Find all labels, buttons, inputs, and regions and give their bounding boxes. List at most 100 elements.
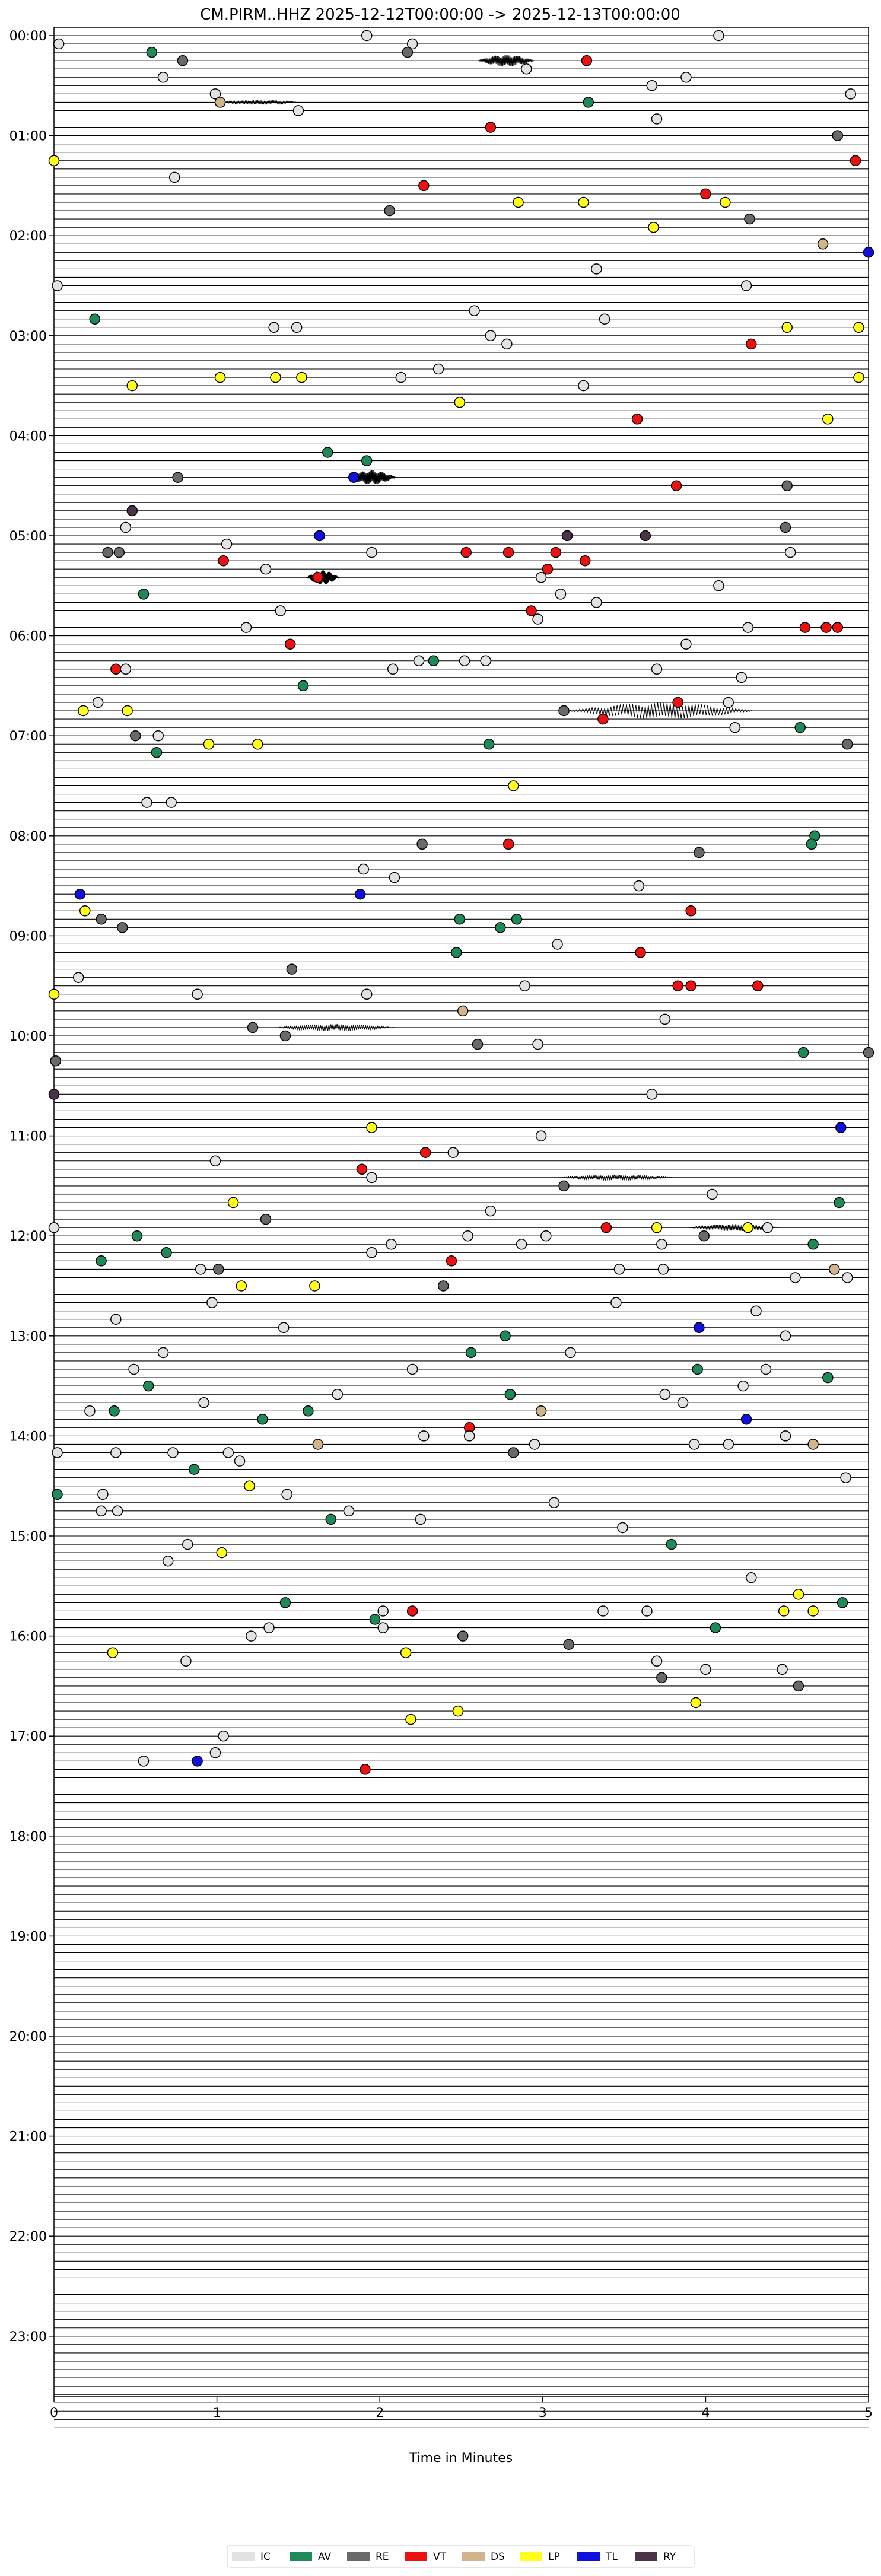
event-marker <box>107 1647 119 1658</box>
event-marker <box>384 205 395 217</box>
event-marker <box>402 46 414 58</box>
event-marker <box>387 663 399 675</box>
event-marker <box>483 739 495 750</box>
event-marker <box>227 1197 239 1209</box>
event-marker <box>166 797 177 808</box>
event-marker <box>532 1038 543 1050</box>
event-marker <box>746 338 757 350</box>
legend: IC AV RE VT DS LP TL RY <box>227 2545 695 2568</box>
x-tick-label: 0 <box>50 2406 58 2421</box>
event-marker <box>180 1655 192 1667</box>
event-marker <box>790 1272 801 1283</box>
event-marker <box>744 213 755 225</box>
event-marker <box>192 988 203 1000</box>
event-marker <box>837 1597 848 1608</box>
event-marker <box>332 1388 344 1400</box>
event-marker <box>713 580 724 591</box>
event-marker <box>48 155 60 167</box>
y-tick-label: 05:00 <box>9 529 47 544</box>
event-marker <box>459 655 470 667</box>
event-marker <box>635 947 646 958</box>
event-marker <box>377 1605 389 1617</box>
event-marker <box>122 705 133 717</box>
event-marker <box>177 55 189 66</box>
event-marker <box>529 1439 540 1450</box>
event-marker <box>694 847 705 858</box>
event-marker <box>356 1163 368 1175</box>
event-marker <box>656 1672 667 1684</box>
event-marker <box>244 1480 255 1491</box>
event-marker <box>640 530 651 542</box>
event-marker <box>613 1264 625 1275</box>
legend-swatch <box>520 2552 542 2561</box>
event-marker <box>685 980 696 991</box>
chart-title: CM.PIRM..HHZ 2025-12-12T00:00:00 -> 2025… <box>200 6 680 24</box>
event-marker <box>218 1730 229 1742</box>
event-marker <box>279 1597 291 1608</box>
event-marker <box>284 638 296 650</box>
event-marker <box>413 655 425 667</box>
event-marker <box>167 1447 179 1458</box>
event-marker <box>565 1347 576 1359</box>
legend-swatch <box>462 2552 485 2561</box>
event-marker <box>462 1230 473 1242</box>
event-marker <box>729 721 741 733</box>
event-marker <box>438 1280 449 1292</box>
event-marker <box>446 1255 457 1267</box>
plot-frame <box>53 27 869 2397</box>
event-marker <box>502 838 514 850</box>
event-marker <box>361 455 373 466</box>
event-marker <box>806 838 818 850</box>
event-marker <box>777 1664 788 1675</box>
event-marker <box>680 638 692 650</box>
event-marker <box>457 1630 469 1642</box>
event-marker <box>454 396 466 408</box>
event-marker <box>260 1213 272 1225</box>
y-tick-label: 23:00 <box>9 2330 47 2345</box>
event-marker <box>395 371 407 383</box>
event-marker <box>389 872 400 883</box>
event-marker <box>502 546 514 558</box>
event-marker <box>96 914 107 925</box>
event-marker <box>822 1372 834 1384</box>
event-marker <box>672 697 683 708</box>
x-tick-label: 4 <box>701 2406 710 2421</box>
event-marker <box>516 1239 527 1250</box>
event-marker <box>563 1639 574 1650</box>
event-marker <box>656 1239 667 1250</box>
event-marker <box>780 521 791 533</box>
event-marker <box>750 1305 762 1316</box>
event-marker <box>579 555 591 567</box>
event-marker <box>296 371 307 383</box>
event-marker <box>110 1447 122 1458</box>
event-marker <box>286 963 298 975</box>
event-marker <box>853 322 864 333</box>
event-marker <box>52 1489 63 1500</box>
event-marker <box>840 1472 851 1483</box>
legend-label: VT <box>433 2551 447 2563</box>
event-marker <box>120 521 132 533</box>
event-marker <box>161 1247 172 1258</box>
event-marker <box>677 1397 689 1408</box>
event-marker <box>778 1605 790 1617</box>
event-marker <box>508 1447 519 1458</box>
event-marker <box>151 747 163 758</box>
event-marker <box>354 888 366 900</box>
event-marker <box>742 1222 754 1233</box>
event-marker <box>297 680 309 692</box>
y-tick-label: 00:00 <box>9 29 47 44</box>
legend-swatch <box>347 2552 370 2561</box>
y-tick-label: 21:00 <box>9 2130 47 2145</box>
event-marker <box>361 988 373 1000</box>
event-marker <box>472 1038 484 1050</box>
event-marker <box>213 1264 224 1275</box>
event-marker <box>78 705 89 717</box>
event-marker <box>168 171 180 183</box>
event-marker <box>558 705 570 717</box>
legend-label: TL <box>605 2551 618 2563</box>
event-marker <box>863 247 874 258</box>
y-tick-label: 10:00 <box>9 1029 47 1044</box>
event-marker <box>535 1405 547 1417</box>
event-marker <box>504 1388 516 1400</box>
event-marker <box>781 322 793 333</box>
